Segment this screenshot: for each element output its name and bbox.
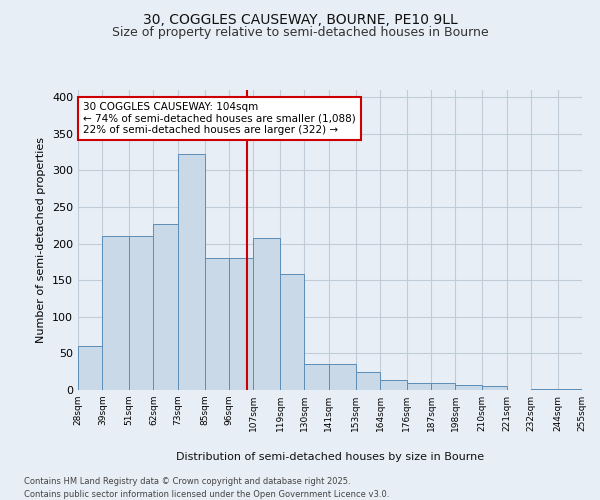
Bar — [78, 346, 103, 390]
Bar — [356, 372, 380, 390]
Bar — [253, 238, 280, 390]
Bar — [557, 388, 582, 390]
Bar — [329, 364, 356, 390]
Bar — [229, 258, 253, 390]
Bar — [407, 382, 431, 390]
Bar — [178, 154, 205, 390]
Bar — [531, 388, 557, 390]
Text: Size of property relative to semi-detached houses in Bourne: Size of property relative to semi-detach… — [112, 26, 488, 39]
Bar — [129, 236, 154, 390]
Bar — [482, 386, 506, 390]
Y-axis label: Number of semi-detached properties: Number of semi-detached properties — [37, 137, 46, 343]
Bar — [455, 385, 482, 390]
Bar — [380, 380, 407, 390]
Text: Contains public sector information licensed under the Open Government Licence v3: Contains public sector information licen… — [24, 490, 389, 499]
Text: 30 COGGLES CAUSEWAY: 104sqm
← 74% of semi-detached houses are smaller (1,088)
22: 30 COGGLES CAUSEWAY: 104sqm ← 74% of sem… — [83, 102, 356, 135]
Bar — [103, 236, 129, 390]
Text: Contains HM Land Registry data © Crown copyright and database right 2025.: Contains HM Land Registry data © Crown c… — [24, 478, 350, 486]
Bar — [205, 258, 229, 390]
Bar — [304, 364, 329, 390]
Bar — [280, 274, 304, 390]
Text: Distribution of semi-detached houses by size in Bourne: Distribution of semi-detached houses by … — [176, 452, 484, 462]
Bar — [154, 224, 178, 390]
Text: 30, COGGLES CAUSEWAY, BOURNE, PE10 9LL: 30, COGGLES CAUSEWAY, BOURNE, PE10 9LL — [143, 12, 457, 26]
Bar — [431, 382, 455, 390]
